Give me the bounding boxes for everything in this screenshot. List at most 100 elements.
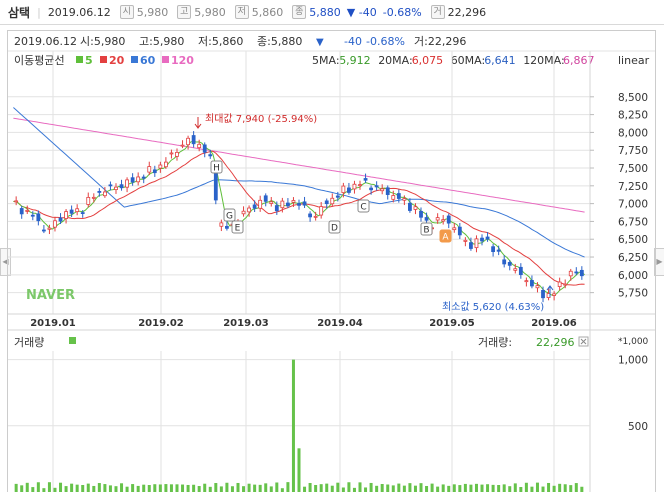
volume-bar	[92, 485, 96, 492]
close-icon	[580, 338, 587, 345]
candle-down	[491, 246, 496, 253]
volume-bar	[142, 484, 146, 492]
price-tick-label: 8,000	[618, 127, 648, 139]
scale-mode-label[interactable]: linear	[618, 54, 650, 67]
volume-bar	[352, 487, 356, 492]
candle-up	[75, 208, 80, 213]
volume-bar	[59, 482, 63, 492]
candle-up	[180, 144, 185, 147]
ma-value-label: 60MA:	[451, 54, 486, 67]
candle-down	[347, 187, 351, 193]
ma-legend-title: 이동평균선	[14, 54, 65, 67]
volume-bar	[236, 482, 240, 492]
chart-container[interactable]: 2019.06.12 시:5,980 고:5,980 저:5,860 종:5,8…	[7, 30, 656, 492]
candle-up	[163, 161, 168, 168]
date-axis: 2019.01 2019.02 2019.03 2019.04 2019.05 2019.…	[30, 318, 577, 329]
ma-legend-swatch	[100, 56, 107, 63]
volume-bar	[469, 484, 473, 492]
volume-bar	[20, 485, 24, 492]
info-down-arrow-icon: ▼	[316, 37, 324, 48]
volume-bar	[447, 485, 451, 492]
candle-down	[19, 208, 24, 215]
candle-down	[208, 154, 213, 157]
candle-up	[513, 268, 518, 271]
candle-up	[219, 222, 224, 227]
volume-axis: 500 1,000	[618, 355, 648, 433]
ma-legend-swatch	[162, 56, 169, 63]
pattern-marker-box	[420, 222, 433, 236]
candle-down	[579, 269, 584, 277]
candle-up	[441, 219, 446, 222]
candle-down	[297, 203, 301, 206]
volume-bar	[242, 486, 246, 492]
volume-bar	[75, 484, 79, 492]
volume-bar	[297, 448, 301, 492]
price-grid	[8, 51, 590, 492]
candle-down	[225, 225, 229, 229]
candle-up	[269, 201, 274, 204]
candle-down	[396, 193, 401, 199]
volume-bar	[452, 484, 456, 492]
candle-up	[402, 198, 407, 201]
candle-down	[36, 213, 41, 222]
volume-bar	[497, 485, 501, 492]
ma-value-label: 20MA:	[378, 54, 413, 67]
volume-bar	[574, 483, 578, 492]
ma20-line	[13, 150, 585, 286]
pattern-marker-label: B	[423, 226, 429, 236]
scroll-right-arrow-icon[interactable]: ▶	[654, 248, 664, 276]
candle-down	[480, 237, 484, 242]
ma-legend-label: 120	[171, 54, 194, 67]
volume-bar	[563, 484, 567, 492]
volume-bar	[463, 483, 467, 492]
volume-bar	[108, 485, 112, 492]
candle-up	[102, 191, 107, 197]
pattern-marker-box	[231, 220, 244, 234]
info-date: 2019.06.12	[14, 35, 77, 48]
info-change-pct: -0.68%	[366, 35, 405, 48]
candle-up	[474, 238, 479, 249]
price-tick-label: 7,250	[618, 181, 648, 193]
volume-bar	[425, 485, 429, 492]
volume-bar	[458, 485, 462, 492]
ma60-line	[13, 107, 585, 258]
volume-bar	[31, 487, 35, 492]
volume-bar	[158, 484, 162, 492]
candle-down	[252, 204, 257, 209]
scroll-left-arrow-icon[interactable]: ◀	[0, 248, 11, 276]
stock-chart-svg[interactable]: 2019.06.12 시:5,980 고:5,980 저:5,860 종:5,8…	[8, 31, 655, 492]
volume-bar	[175, 484, 179, 492]
volume-bar	[225, 482, 229, 492]
volume-bar	[219, 486, 223, 492]
candle-down	[202, 144, 207, 153]
volume-bar	[197, 486, 201, 492]
candle-up	[291, 200, 296, 203]
price-tick-label: 6,000	[618, 270, 648, 282]
header-divider: |	[37, 5, 41, 19]
pattern-marker-label: A	[442, 233, 449, 243]
candle-up	[14, 200, 19, 203]
candle-up	[186, 137, 190, 146]
volume-bar	[547, 482, 551, 492]
candle-down	[58, 217, 63, 222]
candle-up	[247, 207, 251, 213]
candle-up	[341, 185, 346, 194]
pattern-marker-box	[223, 208, 236, 222]
volume-legend-label: 거래량:	[478, 336, 512, 349]
candle-up	[241, 210, 246, 215]
candle-up	[64, 211, 68, 219]
candle-up	[258, 199, 263, 209]
candle-down	[518, 266, 523, 276]
pattern-marker-label: D	[331, 224, 338, 234]
volume-icon: 거	[430, 5, 445, 19]
pattern-marker-label: E	[235, 224, 241, 234]
pattern-marker-box	[210, 160, 223, 174]
candle-up	[158, 164, 163, 169]
volume-bar	[358, 482, 362, 492]
candle-down	[263, 195, 268, 202]
volume-bar	[114, 486, 118, 492]
volume-bar	[380, 484, 384, 492]
header-change-percent: -0.68%	[382, 5, 422, 19]
candle-down	[302, 201, 307, 206]
volume-bar	[580, 486, 584, 492]
